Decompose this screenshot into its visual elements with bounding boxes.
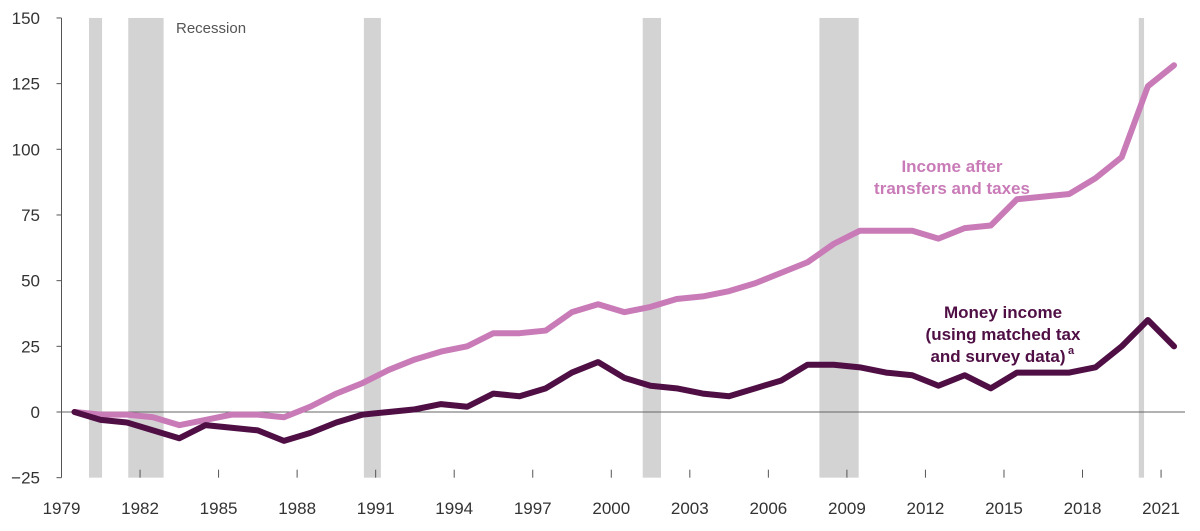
x-tick-label: 2012	[907, 499, 945, 518]
x-tick-label: 1985	[200, 499, 238, 518]
label-income-after-transfers-line2: transfers and taxes	[874, 179, 1030, 198]
recession-band	[363, 17, 381, 478]
x-tick-label: 1982	[121, 499, 159, 518]
recession-band	[128, 17, 164, 478]
income-after-transfers-line	[71, 62, 1178, 429]
recession-band	[88, 17, 103, 478]
x-tick-label: 2000	[592, 499, 630, 518]
label-money-income-line2: (using matched tax	[926, 325, 1081, 344]
x-tick-label: 1991	[357, 499, 395, 518]
label-money-income-line1: Money income	[944, 303, 1062, 322]
y-tick-label: 50	[21, 272, 40, 291]
series-lines	[71, 62, 1178, 444]
y-tick-label: 0	[31, 403, 40, 422]
recession-band	[642, 17, 662, 478]
y-tick-label: 150	[12, 9, 40, 28]
y-tick-label: 75	[21, 206, 40, 225]
money-income-line	[71, 317, 1178, 444]
x-tick-label: 2015	[985, 499, 1023, 518]
x-tick-label: 2003	[671, 499, 709, 518]
y-tick-label: −25	[11, 469, 40, 488]
label-money-income-line3: and survey data)	[930, 347, 1065, 366]
x-tick-label: 1979	[43, 499, 81, 518]
x-tick-label: 2021	[1142, 499, 1180, 518]
x-tick-label: 1988	[278, 499, 316, 518]
label-money-income-superscript: a	[1068, 345, 1075, 357]
x-tick-label: 1997	[514, 499, 552, 518]
x-tick-label: 2018	[1064, 499, 1102, 518]
x-tick-label: 2009	[828, 499, 866, 518]
y-tick-label: 25	[21, 337, 40, 356]
recession-label: Recession	[176, 20, 246, 37]
y-tick-label: 125	[12, 75, 40, 94]
y-tick-label: 100	[12, 140, 40, 159]
recession-band	[1138, 17, 1145, 478]
axes: −25 0 25 50 75 100 125 150 1979 1982 1985 1988 1991 1…	[11, 9, 1185, 518]
recession-bands	[88, 17, 1145, 478]
x-tick-label: 1994	[435, 499, 473, 518]
x-tick-label: 2006	[749, 499, 787, 518]
label-income-after-transfers-line1: Income after	[901, 157, 1002, 176]
